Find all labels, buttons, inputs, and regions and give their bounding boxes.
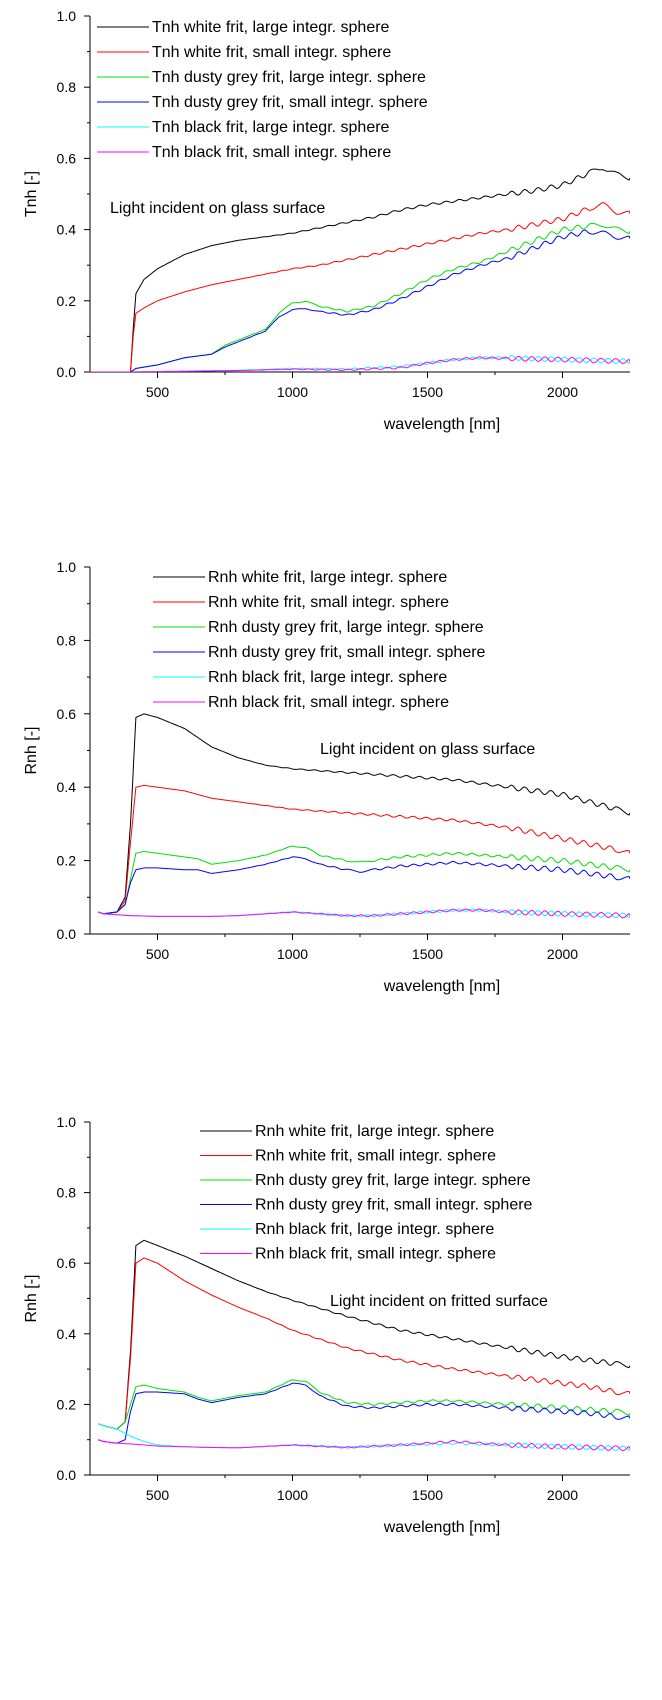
- legend-label-4: Tnh dusty grey frit, small integr. spher…: [152, 94, 428, 111]
- legend-label-1: Tnh white frit, large integr. sphere: [152, 19, 390, 36]
- legend-label-6: Rnh black frit, small integr. sphere: [255, 1246, 496, 1263]
- chart-panel-1: 0.0 0.2 0.4 0.6 0.8 1.0 500 1000 1500 2000 wavelen…: [23, 8, 630, 433]
- y-axis-title: Rnh [-]: [23, 726, 40, 774]
- x-tick-label: 1000: [277, 384, 308, 400]
- series-line-6: [97, 908, 630, 919]
- series-line-3: [97, 1379, 630, 1430]
- x-tick-label: 2000: [547, 946, 578, 962]
- series-line-4: [90, 229, 630, 372]
- legend-label-1: Rnh white frit, large integr. sphere: [255, 1123, 494, 1140]
- x-tick-label: 500: [146, 1487, 170, 1503]
- x-tick-label: 2000: [547, 1487, 578, 1503]
- y-tick-label: 0.8: [57, 632, 77, 648]
- y-tick-label: 0.4: [57, 779, 77, 795]
- series-line-6: [97, 1439, 630, 1452]
- x-axis-title: wavelength [nm]: [383, 416, 501, 433]
- y-tick-label: 0.6: [57, 150, 77, 166]
- y-axis-title: Tnh [-]: [23, 171, 40, 217]
- chart-annotation: Light incident on glass surface: [320, 741, 535, 758]
- y-tick-label: 0.0: [57, 926, 77, 942]
- series-line-2: [97, 784, 630, 915]
- y-tick-label: 0.0: [57, 364, 77, 380]
- legend-label-4: Rnh dusty grey frit, small integr. spher…: [208, 644, 486, 661]
- y-tick-label: 0.6: [57, 1255, 77, 1271]
- legend-label-2: Rnh white frit, small integr. sphere: [208, 594, 449, 611]
- y-axis-title: Rnh [-]: [23, 1274, 40, 1322]
- x-tick-label: 1000: [277, 946, 308, 962]
- x-tick-label: 1500: [412, 946, 443, 962]
- legend-label-2: Rnh white frit, small integr. sphere: [255, 1148, 496, 1165]
- x-tick-label: 1500: [412, 384, 443, 400]
- y-tick-label: 1.0: [57, 8, 77, 24]
- series-line-2: [90, 201, 630, 372]
- y-tick-label: 0.2: [57, 853, 77, 869]
- y-tick-label: 0.2: [57, 1396, 77, 1412]
- legend-label-5: Rnh black frit, large integr. sphere: [255, 1221, 494, 1238]
- x-tick-label: 500: [146, 384, 170, 400]
- chart-panel-3: 0.0 0.2 0.4 0.6 0.8 1.0 500 1000 1500 2000 wavelen…: [23, 1114, 630, 1536]
- y-tick-label: 1.0: [57, 559, 77, 575]
- chart-annotation: Light incident on fritted surface: [330, 1293, 548, 1310]
- legend-label-6: Rnh black frit, small integr. sphere: [208, 694, 449, 711]
- legend-label-2: Tnh white frit, small integr. sphere: [152, 44, 391, 61]
- legend-label-5: Tnh black frit, large integr. sphere: [152, 119, 390, 136]
- series-line-3: [90, 222, 630, 372]
- legend-label-4: Rnh dusty grey frit, small integr. spher…: [255, 1197, 533, 1214]
- legend-label-6: Tnh black frit, small integr. sphere: [152, 144, 391, 161]
- y-tick-label: 0.8: [57, 1185, 77, 1201]
- legend-label-3: Tnh dusty grey frit, large integr. spher…: [152, 69, 426, 86]
- y-tick-label: 0.0: [57, 1467, 77, 1483]
- series-line-1: [97, 713, 630, 915]
- series-line-2: [97, 1257, 630, 1430]
- legend-label-3: Rnh dusty grey frit, large integr. spher…: [208, 619, 484, 636]
- series-line-6: [90, 355, 630, 372]
- x-axis-title: wavelength [nm]: [383, 1519, 501, 1536]
- chart-annotation: Light incident on glass surface: [110, 200, 325, 217]
- series-line-3: [97, 845, 630, 915]
- y-tick-label: 0.6: [57, 706, 77, 722]
- legend-label-1: Rnh white frit, large integr. sphere: [208, 569, 447, 586]
- y-tick-label: 0.4: [57, 222, 77, 238]
- series-line-4: [97, 1382, 630, 1444]
- x-tick-label: 1000: [277, 1487, 308, 1503]
- y-tick-label: 0.8: [57, 79, 77, 95]
- y-tick-label: 0.4: [57, 1326, 77, 1342]
- series-line-1: [97, 1239, 630, 1430]
- series-line-4: [97, 856, 630, 915]
- legend-label-5: Rnh black frit, large integr. sphere: [208, 669, 447, 686]
- x-tick-label: 1500: [412, 1487, 443, 1503]
- series-line-5: [90, 354, 630, 372]
- legend-label-3: Rnh dusty grey frit, large integr. spher…: [255, 1172, 531, 1189]
- x-tick-label: 500: [146, 946, 170, 962]
- x-tick-label: 2000: [547, 384, 578, 400]
- chart-panel-2: 0.0 0.2 0.4 0.6 0.8 1.0 500 1000 1500 2000 wavelen…: [23, 559, 630, 995]
- y-tick-label: 0.2: [57, 293, 77, 309]
- y-tick-label: 1.0: [57, 1114, 77, 1130]
- x-axis-title: wavelength [nm]: [383, 978, 501, 995]
- series-line-1: [90, 168, 630, 372]
